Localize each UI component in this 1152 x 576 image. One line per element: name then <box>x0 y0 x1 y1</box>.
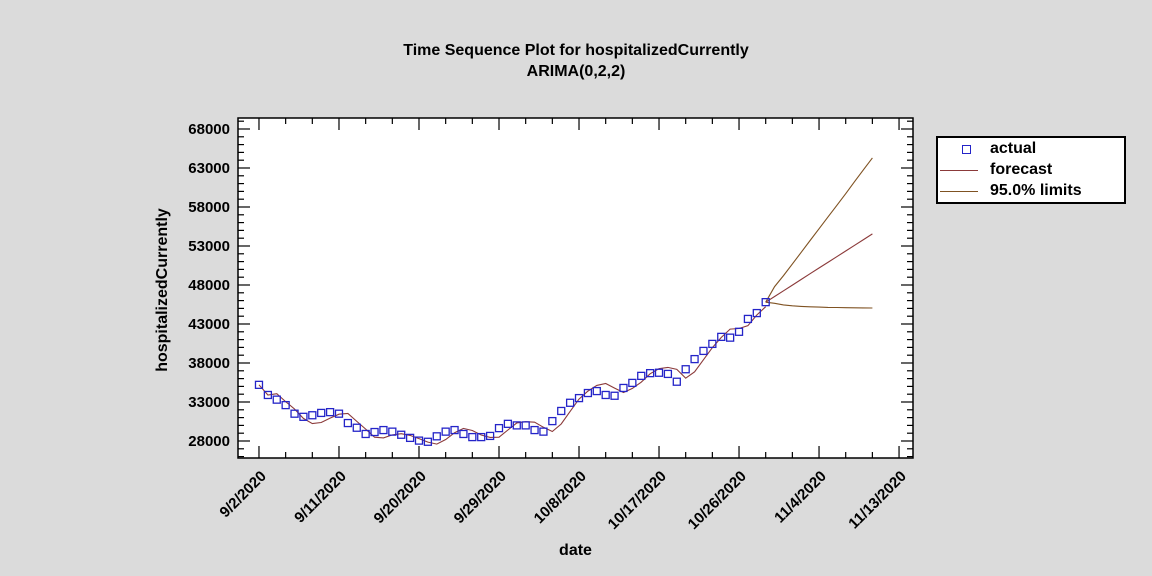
actual-point <box>299 412 308 421</box>
actual-point <box>485 431 495 441</box>
actual-point <box>601 390 610 400</box>
actual-point <box>334 409 344 418</box>
actual-point <box>663 369 673 379</box>
limits-line-icon <box>940 190 978 192</box>
y-tick-label: 53000 <box>188 238 230 255</box>
x-tick-label: 9/11/2020 <box>291 468 350 527</box>
actual-point <box>379 425 388 435</box>
actual-point <box>352 423 361 432</box>
actual-point <box>548 416 557 426</box>
actual-point <box>672 377 681 386</box>
actual-point <box>441 427 450 436</box>
legend-label-limits: 95.0% limits <box>990 182 1082 199</box>
legend-label-actual: actual <box>990 140 1037 157</box>
actual-point <box>574 393 584 403</box>
actual-point <box>557 406 566 416</box>
y-tick-label: 48000 <box>188 277 230 294</box>
actual-point <box>708 339 717 349</box>
legend-label-forecast: forecast <box>990 161 1053 178</box>
actual-point <box>414 436 424 445</box>
actual-point <box>628 378 637 388</box>
actual-point <box>370 427 379 437</box>
x-tick-label: 9/2/2020 <box>216 468 269 521</box>
actual-point <box>263 390 273 400</box>
actual-point <box>468 432 477 442</box>
actual-point <box>734 327 744 336</box>
y-tick-label: 68000 <box>188 121 230 138</box>
x-axis-title: date <box>559 542 592 559</box>
actual-point <box>539 427 548 436</box>
actual-point <box>690 354 699 364</box>
upper-limit-line <box>765 157 873 303</box>
x-tick-label: 9/29/2020 <box>451 468 510 527</box>
actual-point <box>450 425 459 435</box>
x-tick-label: 11/4/2020 <box>771 468 830 527</box>
actual-point <box>317 408 326 418</box>
y-tick-label: 38000 <box>188 355 230 372</box>
actual-point <box>477 432 486 442</box>
actual-point <box>530 425 539 435</box>
actual-point <box>761 298 770 307</box>
y-tick-label: 43000 <box>188 316 230 333</box>
x-tick-label: 10/8/2020 <box>531 468 590 527</box>
actual-point <box>308 411 317 420</box>
actual-point <box>361 429 370 439</box>
actual-point <box>699 346 708 356</box>
open-square-icon <box>962 144 971 154</box>
actual-point <box>717 332 726 342</box>
chart-subtitle: ARIMA(0,2,2) <box>526 63 626 80</box>
actual-point <box>681 365 690 374</box>
lower-limit-line <box>765 301 873 309</box>
chart-title-block: Time Sequence Plot for hospitalizedCurre… <box>0 40 1152 82</box>
legend-item-forecast: forecast <box>938 160 1124 181</box>
actual-point <box>397 430 406 439</box>
actual-point <box>405 433 415 443</box>
x-tick-label: 9/20/2020 <box>371 468 430 527</box>
actual-point <box>752 308 761 318</box>
legend-item-limits: 95.0% limits <box>938 181 1124 202</box>
plot-background <box>238 118 913 458</box>
actual-point <box>725 333 735 342</box>
actual-point <box>743 314 753 324</box>
y-tick-label: 63000 <box>188 160 230 177</box>
actual-point <box>432 432 441 441</box>
x-tick-label: 10/26/2020 <box>685 468 750 533</box>
y-tick-label: 58000 <box>188 199 230 216</box>
actual-point <box>565 398 575 407</box>
x-tick-label: 11/13/2020 <box>845 468 910 533</box>
plot-frame <box>237 117 914 459</box>
legend-item-actual: actual <box>938 139 1124 160</box>
actual-point <box>388 427 397 436</box>
actual-point <box>512 421 521 430</box>
y-tick-label: 28000 <box>188 433 230 450</box>
forecast-line-icon <box>940 169 978 171</box>
actual-point <box>459 429 468 439</box>
actual-point <box>343 418 353 428</box>
actual-point <box>592 386 601 396</box>
actual-point <box>619 383 628 393</box>
actual-point <box>610 391 619 400</box>
actual-point <box>325 407 335 417</box>
actual-point <box>254 380 264 389</box>
y-tick-label: 33000 <box>188 394 230 411</box>
actual-point <box>521 421 530 430</box>
forecast-fit-line <box>258 306 767 445</box>
x-tick-label: 10/17/2020 <box>605 468 670 533</box>
actual-point <box>423 437 433 446</box>
actual-point <box>637 371 646 381</box>
legend: actual forecast 95.0% limits <box>936 136 1126 204</box>
actual-point <box>290 409 299 418</box>
chart-title: Time Sequence Plot for hospitalizedCurre… <box>403 42 749 59</box>
actual-point <box>272 395 281 404</box>
forecast-future-line <box>765 233 873 303</box>
actual-point <box>583 388 593 398</box>
actual-point <box>281 400 290 410</box>
actual-point <box>503 419 513 428</box>
actual-point <box>645 368 655 378</box>
actual-point <box>494 423 504 433</box>
actual-point <box>654 368 664 377</box>
